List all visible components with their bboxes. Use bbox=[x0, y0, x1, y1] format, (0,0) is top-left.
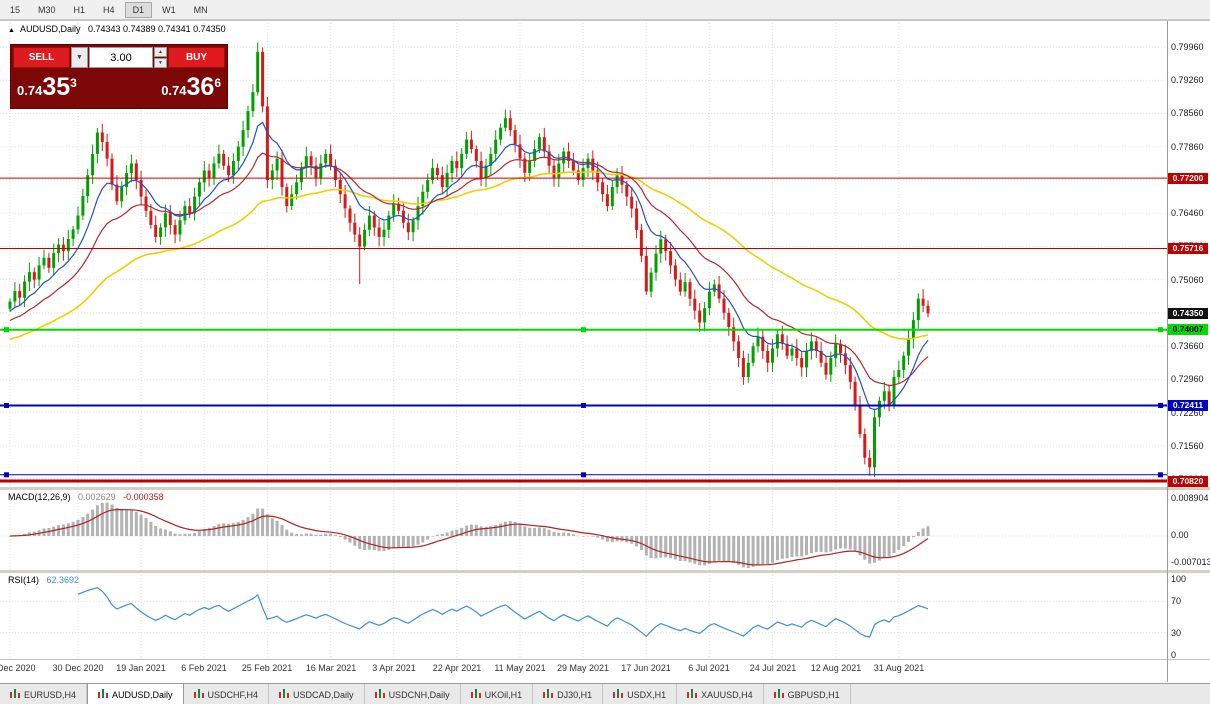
date-axis bbox=[0, 660, 1167, 682]
sell-price-point: 3 bbox=[70, 75, 77, 90]
timeframe-toolbar: 15 M30 H1 H4 D1 W1 MN bbox=[0, 0, 1210, 20]
buy-price-pips: 36 bbox=[186, 72, 215, 101]
chart-tab-label: USDX,H1 bbox=[627, 689, 667, 700]
chart-tab-label: UKOil,H1 bbox=[484, 689, 523, 700]
bid-ask-prices: 0.74 35 3 0.74 36 6 bbox=[13, 68, 225, 106]
timeframe-button-15[interactable]: 15 bbox=[10, 4, 21, 15]
chart-tab-usdchf-h4[interactable]: USDCHF,H4 bbox=[183, 684, 270, 704]
chart-tab-icon bbox=[279, 688, 290, 701]
ma-fast-line bbox=[9, 121, 929, 411]
chart-tab-icon bbox=[10, 688, 20, 701]
chart-tab-icon bbox=[543, 688, 554, 701]
volume-stepper: ▲ ▼ bbox=[154, 47, 167, 68]
chart-tab-eurusd-h4[interactable]: EURUSD,H4 bbox=[0, 684, 88, 704]
grid-lines bbox=[0, 20, 1167, 659]
chart-tab-label: USDCNH,Daily bbox=[388, 689, 450, 700]
chart-tab-icon bbox=[773, 688, 784, 701]
one-click-trading-panel: SELL ▼ 3.00 ▲ ▼ BUY 0.74 35 3 0.74 36 6 bbox=[10, 44, 228, 109]
buy-price: 0.74 36 6 bbox=[161, 72, 221, 101]
chart-tab-icon bbox=[470, 688, 481, 701]
macd-main-value: 0.002629 bbox=[78, 492, 116, 502]
rsi-value: 62.3692 bbox=[46, 575, 80, 585]
macd-name: MACD(12,26,9) bbox=[8, 492, 71, 502]
horizontal-level-lines[interactable] bbox=[0, 177, 1167, 483]
chart-tab-icon bbox=[98, 688, 109, 701]
chart-tab-bar: EURUSD,H4 AUDUSD,Daily USDCHF,H4 USDCAD,Dai… bbox=[0, 683, 1210, 704]
volume-down-icon[interactable]: ▼ bbox=[154, 58, 167, 68]
volume-up-icon[interactable]: ▲ bbox=[154, 47, 167, 57]
chart-tab-usdcnh-daily[interactable]: USDCNH,Daily bbox=[364, 684, 461, 704]
timeframe-button-mn[interactable]: MN bbox=[193, 4, 208, 15]
chart-tab-icon bbox=[374, 688, 385, 701]
chart-tab-label: AUDUSD,Daily bbox=[112, 689, 173, 700]
chart-ohlc-values: 0.74343 0.74389 0.74341 0.74350 bbox=[87, 24, 226, 34]
rsi-splitter[interactable] bbox=[0, 570, 1210, 573]
macd-histogram bbox=[8, 502, 930, 568]
rsi-name: RSI(14) bbox=[8, 575, 40, 585]
chart-tab-icon bbox=[613, 688, 624, 701]
macd-indicator-label: MACD(12,26,9) 0.002629 -0.000358 bbox=[8, 492, 164, 502]
timeframe-button-h4[interactable]: H4 bbox=[103, 4, 115, 15]
buy-button[interactable]: BUY bbox=[168, 47, 225, 68]
rsi-line bbox=[77, 587, 929, 638]
rsi-indicator-label: RSI(14) 62.3692 bbox=[8, 575, 79, 585]
chart-tab-label: GBPUSD,H1 bbox=[787, 689, 840, 700]
chart-tab-usdcad-daily[interactable]: USDCAD,Daily bbox=[269, 684, 365, 704]
timeframe-button-h1[interactable]: H1 bbox=[73, 4, 86, 15]
chevron-down-icon: ▼ bbox=[76, 54, 83, 61]
timeframe-button-d1[interactable]: D1 bbox=[124, 1, 153, 18]
chart-tab-label: USDCHF,H4 bbox=[207, 689, 259, 700]
chart-tab-label: XAUUSD,H4 bbox=[701, 689, 753, 700]
chart-tab-icon bbox=[193, 688, 204, 701]
symbol-marker-icon: ▲ bbox=[8, 27, 15, 34]
ma-slow-line bbox=[9, 170, 929, 341]
chart-tab-gbpusd-h1[interactable]: GBPUSD,H1 bbox=[763, 684, 851, 704]
buy-price-point: 6 bbox=[214, 75, 221, 90]
volume-input[interactable]: 3.00 bbox=[89, 47, 153, 68]
chart-symbol-period: AUDUSD,Daily bbox=[19, 24, 81, 34]
timeframe-button-m30[interactable]: M30 bbox=[38, 4, 56, 15]
chart-tab-dj30-h1[interactable]: DJ30,H1 bbox=[533, 684, 604, 704]
macd-splitter[interactable] bbox=[0, 487, 1210, 490]
chart-tab-icon bbox=[687, 688, 698, 701]
chart-tab-label: DJ30,H1 bbox=[557, 689, 593, 700]
volume-dropdown-button[interactable]: ▼ bbox=[71, 47, 88, 68]
sell-price: 0.74 35 3 bbox=[17, 72, 77, 101]
ma-mid-line bbox=[9, 152, 929, 387]
chart-tab-audusd-daily[interactable]: AUDUSD,Daily bbox=[87, 684, 184, 704]
chart-tab-ukoil-h1[interactable]: UKOil,H1 bbox=[460, 684, 534, 704]
chart-ohlc-header: ▲ AUDUSD,Daily 0.74343 0.74389 0.74341 0… bbox=[8, 24, 226, 34]
timeframe-button-w1[interactable]: W1 bbox=[162, 4, 176, 15]
sell-price-base: 0.74 bbox=[17, 82, 43, 98]
buy-price-base: 0.74 bbox=[161, 82, 187, 98]
sell-button[interactable]: SELL bbox=[13, 47, 70, 68]
chart-tab-usdx-h1[interactable]: USDX,H1 bbox=[603, 684, 678, 704]
macd-signal-value: -0.000358 bbox=[123, 492, 164, 502]
sell-price-pips: 35 bbox=[42, 72, 71, 101]
macd-signal-line bbox=[9, 509, 929, 566]
chart-tab-label: EURUSD,H4 bbox=[24, 689, 77, 700]
chart-tab-label: USDCAD,Daily bbox=[293, 689, 354, 700]
chart-tab-xauusd-h4[interactable]: XAUUSD,H4 bbox=[677, 684, 764, 704]
